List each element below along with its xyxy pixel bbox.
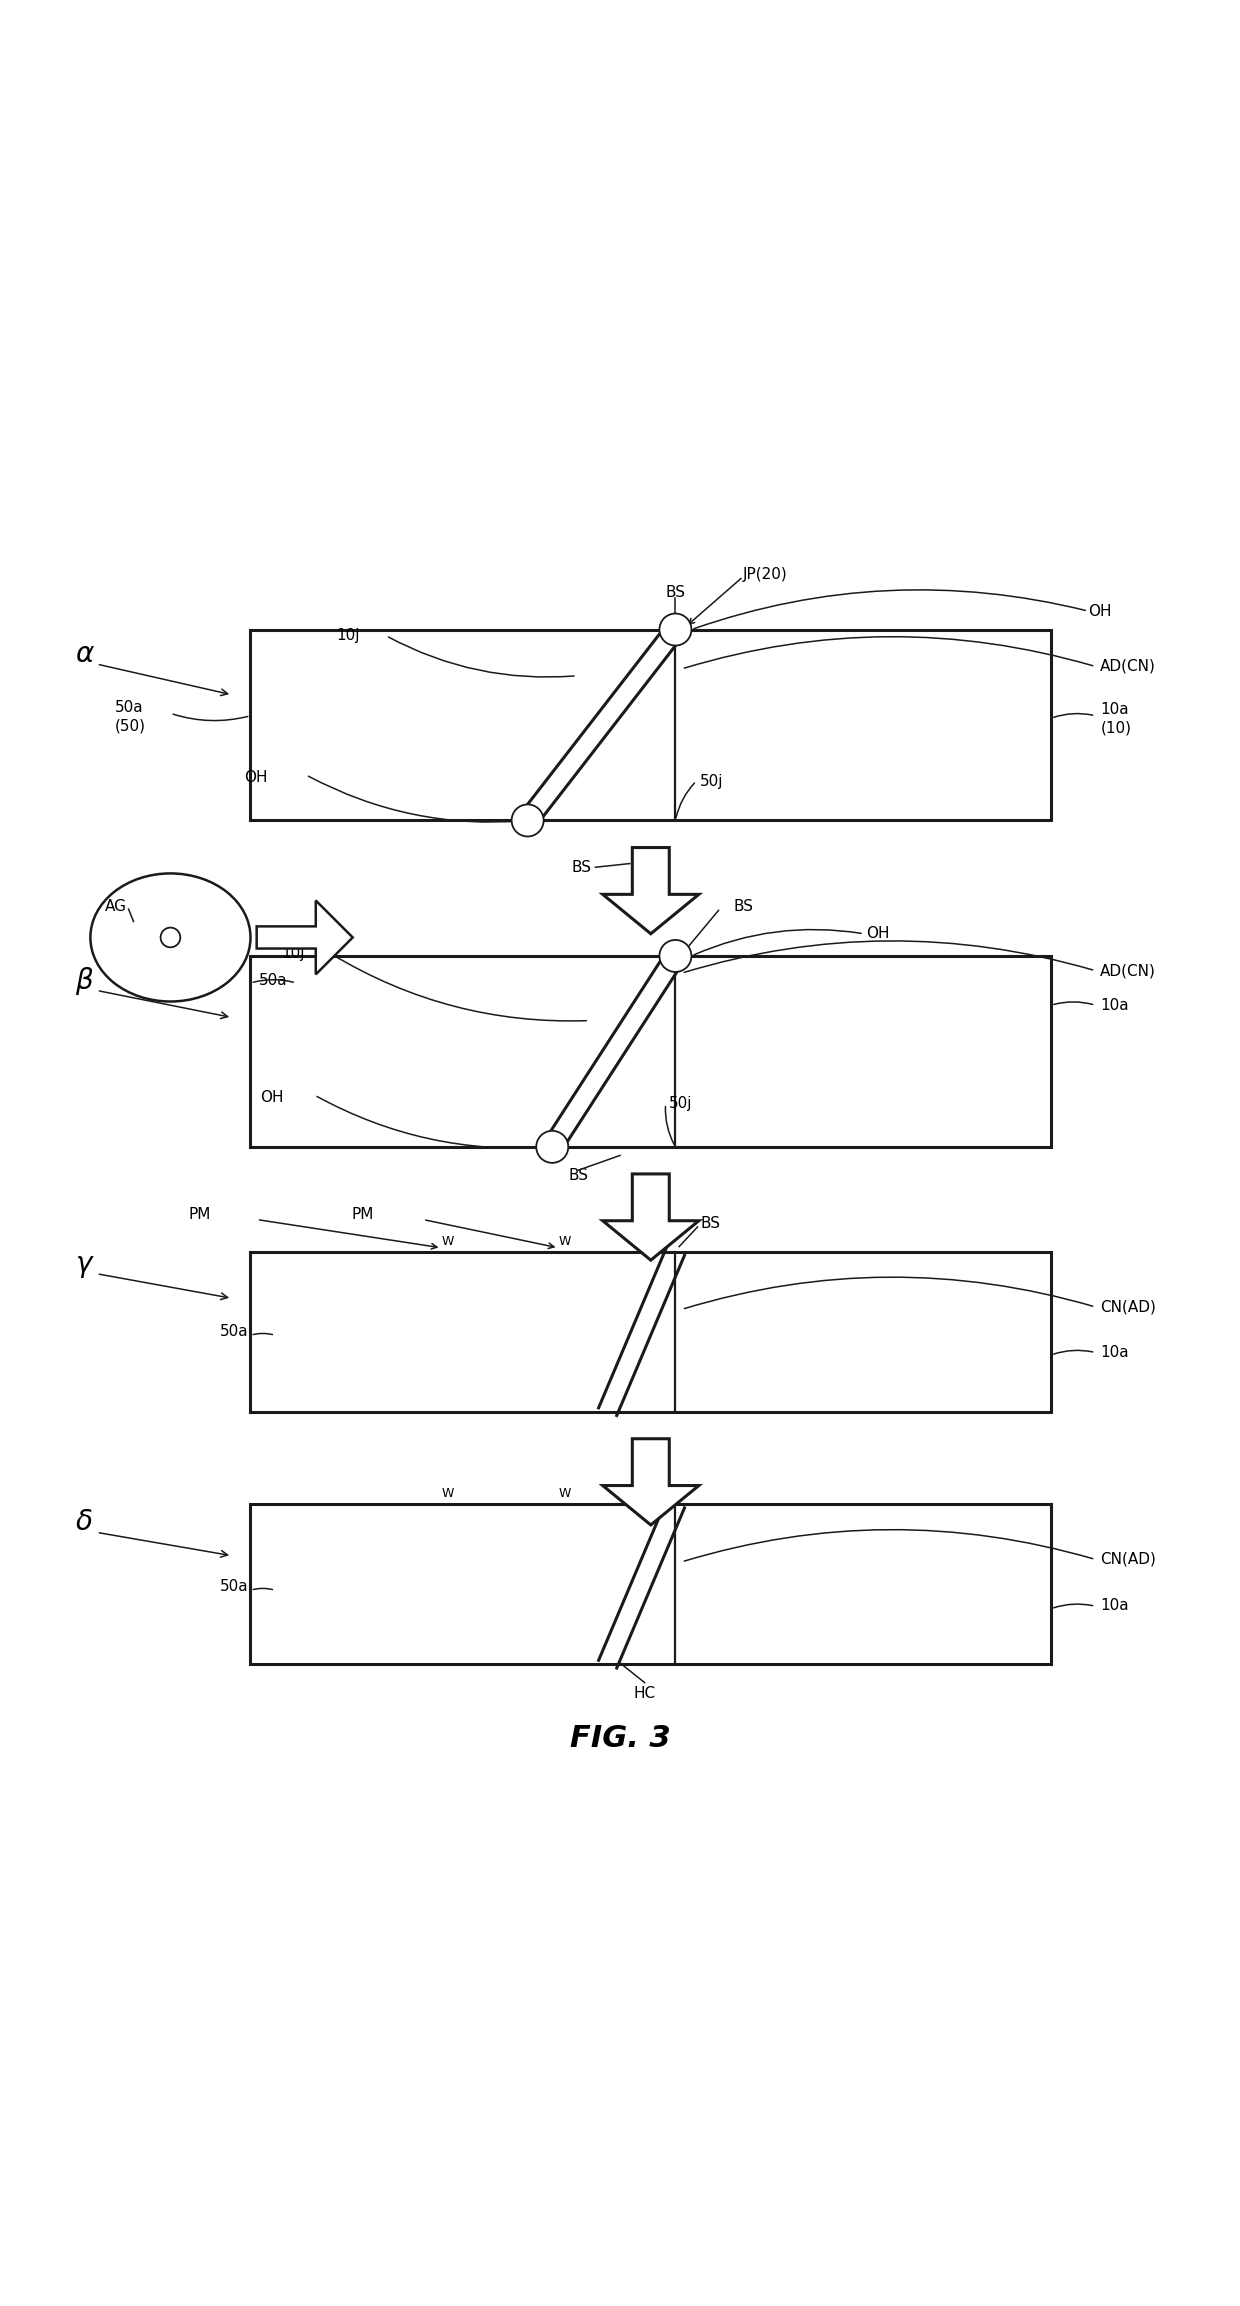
- Polygon shape: [603, 1174, 699, 1259]
- Text: 10a: 10a: [1100, 1598, 1128, 1612]
- Text: 50a: 50a: [219, 1324, 248, 1340]
- Text: OH: OH: [260, 1091, 284, 1105]
- Text: 10a: 10a: [1100, 998, 1128, 1012]
- Circle shape: [161, 927, 180, 948]
- Ellipse shape: [91, 874, 250, 1001]
- Polygon shape: [603, 849, 699, 934]
- Circle shape: [536, 1130, 568, 1162]
- Bar: [250, 630, 1052, 821]
- Text: (10): (10): [1100, 719, 1131, 736]
- Text: HC: HC: [634, 1686, 656, 1702]
- Circle shape: [512, 805, 543, 837]
- Text: W: W: [558, 1234, 570, 1248]
- Bar: [250, 1252, 1052, 1411]
- Text: PM: PM: [351, 1206, 373, 1222]
- Text: 50a: 50a: [115, 699, 144, 715]
- Text: AD(CN): AD(CN): [1100, 660, 1156, 673]
- Text: OH: OH: [867, 927, 890, 941]
- Text: (50): (50): [115, 717, 146, 733]
- Text: β: β: [76, 966, 93, 994]
- Text: PM: PM: [188, 1206, 211, 1222]
- Text: JP(20): JP(20): [743, 567, 787, 581]
- Text: 10a: 10a: [1100, 1344, 1128, 1361]
- Text: W: W: [558, 1487, 570, 1501]
- Text: CN(AD): CN(AD): [1100, 1301, 1156, 1314]
- Circle shape: [660, 613, 692, 646]
- Text: BS: BS: [701, 1215, 720, 1231]
- Text: 10j: 10j: [337, 627, 360, 643]
- Text: CN(AD): CN(AD): [1100, 1552, 1156, 1568]
- Circle shape: [660, 941, 692, 971]
- Polygon shape: [257, 902, 352, 975]
- Polygon shape: [603, 1439, 699, 1524]
- Text: BS: BS: [572, 860, 591, 874]
- Text: 50j: 50j: [701, 773, 724, 789]
- Text: BS: BS: [568, 1167, 588, 1183]
- Text: W: W: [441, 1487, 454, 1501]
- Text: 50a: 50a: [259, 973, 288, 987]
- Text: AD(CN): AD(CN): [1100, 964, 1156, 978]
- Text: 50j: 50j: [670, 1095, 693, 1111]
- Text: BS: BS: [733, 899, 753, 913]
- Text: 50a: 50a: [219, 1580, 248, 1593]
- Text: 10j: 10j: [281, 945, 305, 962]
- Text: BS: BS: [666, 586, 686, 600]
- Text: 10a: 10a: [1100, 701, 1128, 717]
- Bar: [250, 957, 1052, 1146]
- Bar: [250, 1504, 1052, 1665]
- Text: α: α: [76, 641, 93, 669]
- Text: HC: HC: [646, 1460, 668, 1476]
- Text: FIG. 3: FIG. 3: [569, 1723, 671, 1753]
- Text: OH: OH: [1087, 604, 1111, 618]
- Text: W: W: [441, 1234, 454, 1248]
- Text: δ: δ: [76, 1508, 93, 1536]
- Text: γ: γ: [76, 1250, 93, 1278]
- Text: AG: AG: [105, 899, 128, 913]
- Text: OH: OH: [244, 770, 268, 784]
